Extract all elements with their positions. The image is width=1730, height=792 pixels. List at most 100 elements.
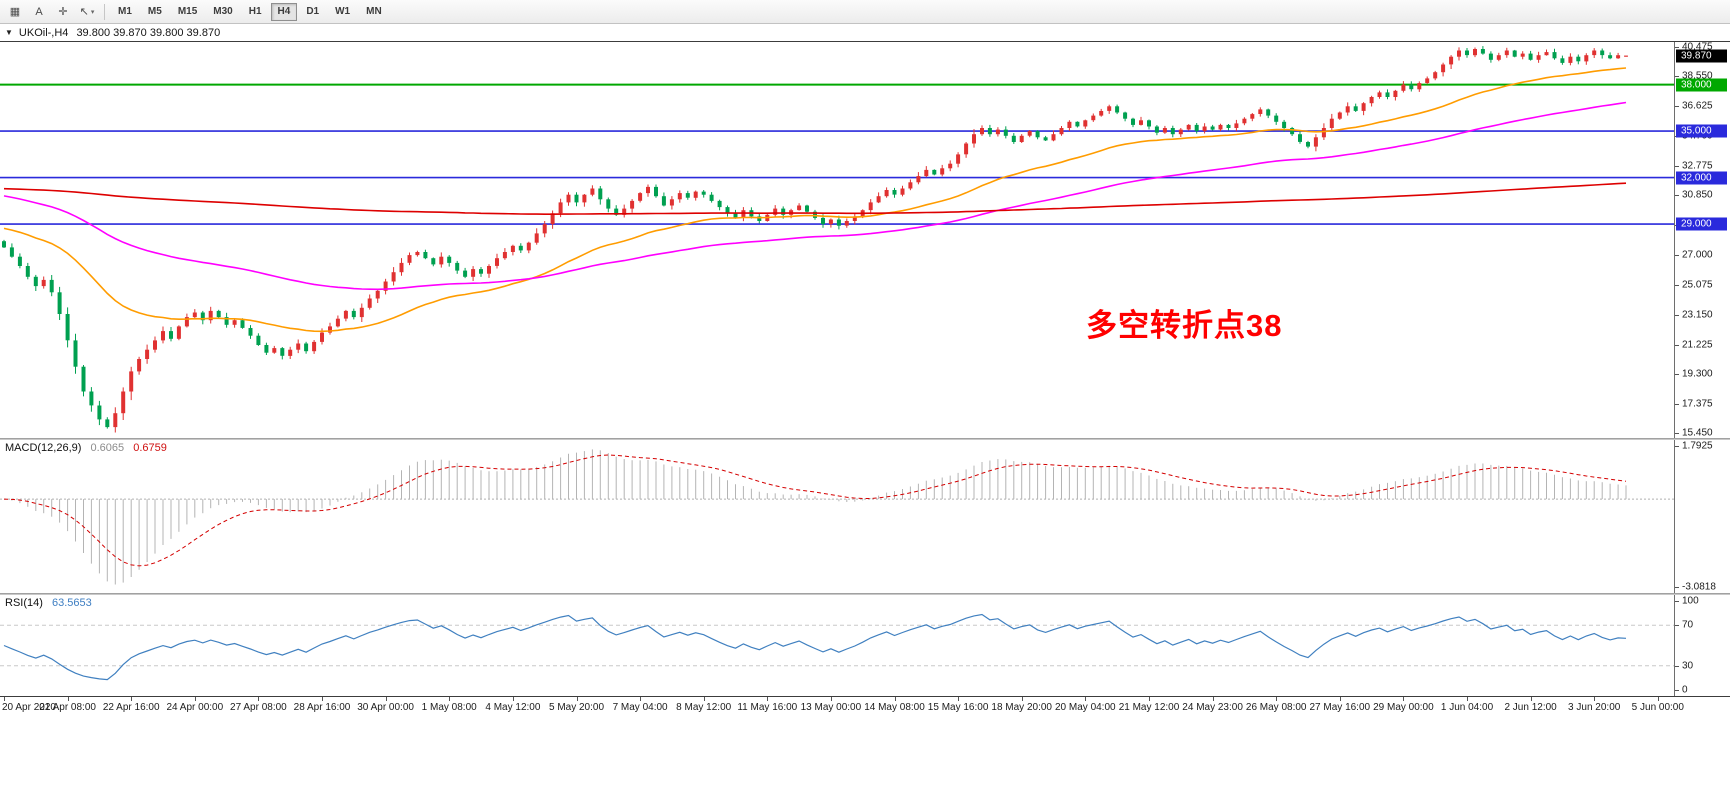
candle-body (622, 208, 627, 215)
candlestick-chart-svg[interactable] (0, 42, 1674, 438)
time-label: 20 Apr 2020 (2, 702, 56, 713)
rsi-line (3, 613, 1627, 681)
candle-body (431, 258, 436, 265)
time-label: 5 May 20:00 (548, 702, 605, 713)
candle-body (1616, 55, 1621, 59)
candle-body (1059, 128, 1064, 135)
candle-body (232, 320, 237, 325)
pane-splitter-rsi[interactable] (0, 593, 1730, 595)
timeframe-button-m15[interactable]: M15 (177, 6, 198, 17)
macd-chart-svg[interactable] (0, 440, 1674, 593)
chart-menu-triangle-icon[interactable]: ▼ (5, 28, 13, 37)
candle-body (439, 256, 444, 265)
dropdown-caret-icon: ▾ (90, 8, 95, 16)
candle-body (534, 233, 539, 243)
price-axis[interactable]: 40.47538.55036.62534.70032.77530.85028.9… (1674, 42, 1730, 439)
candle-body (161, 331, 165, 341)
candle-body (1512, 50, 1517, 57)
ma-line-mid-magenta (3, 101, 1627, 291)
price-tick-mark (1675, 47, 1679, 48)
candle-body (97, 405, 102, 420)
candle-body (566, 194, 571, 203)
price-tick-label: 19.300 (1682, 368, 1713, 380)
candlestick-plot-area[interactable]: 多空转折点38 (0, 42, 1674, 438)
candle-body (200, 312, 205, 321)
candle-body (1457, 50, 1461, 57)
time-tick-mark (1149, 697, 1150, 701)
timeframe-button-h4[interactable]: H4 (270, 2, 298, 21)
chart-annotation[interactable]: 多空转折点38 (1086, 308, 1283, 343)
candle-body (1154, 126, 1159, 133)
candle-body (1003, 129, 1008, 136)
candle-body (1417, 83, 1422, 90)
candle-body (89, 391, 94, 406)
timeframe-button-d1[interactable]: D1 (306, 6, 320, 17)
timeframe-button-mn[interactable]: MN (366, 6, 382, 17)
price-tick-label: 25.075 (1682, 279, 1713, 291)
candle-body (1608, 55, 1613, 59)
pane-splitter-macd[interactable] (0, 438, 1730, 440)
crosshair-tool-icon[interactable]: ✛ (58, 6, 68, 18)
candle-body (1401, 84, 1406, 91)
time-tick-mark (1276, 697, 1278, 701)
candle-body (980, 128, 984, 135)
price-tick-label: 38.550 (1682, 70, 1713, 82)
candle-body (932, 169, 937, 175)
candle-body (1504, 50, 1509, 56)
timeframe-button-m30[interactable]: M30 (213, 6, 233, 17)
candle-body (1496, 55, 1501, 60)
time-tick-mark (449, 697, 451, 701)
candle-body (1282, 121, 1287, 128)
time-tick-mark (1594, 697, 1596, 701)
rsi-axis[interactable]: 100 70 30 0 (1674, 595, 1730, 696)
time-label: 28 Apr 16:00 (293, 702, 351, 713)
draw-tools-icon[interactable]: ↖ ▾ (79, 6, 95, 18)
candle-body (1250, 114, 1255, 119)
price-tick-label: 30.850 (1682, 189, 1713, 201)
time-label: 27 May 16:00 (1309, 702, 1371, 713)
candle-body (272, 348, 277, 353)
macd-plot-area[interactable]: MACD(12,26,9) 0.6065 0.6759 (0, 440, 1674, 593)
toolbar-separator (104, 3, 105, 20)
ohlc-values-label: 39.800 39.870 39.800 39.870 (76, 26, 221, 39)
time-tick-mark (767, 697, 769, 701)
candle-body (105, 419, 110, 428)
candle-body (1162, 128, 1167, 133)
text-label-tool-icon[interactable]: A (35, 5, 43, 18)
macd-axis[interactable]: 1.7925 -3.0818 (1674, 440, 1730, 593)
candle-body (1624, 55, 1628, 57)
price-tick-mark (1675, 344, 1679, 346)
timeframe-button-w1[interactable]: W1 (335, 6, 351, 17)
price-tick-mark (1675, 165, 1679, 167)
candle-body (1465, 50, 1469, 56)
candle-body (1242, 118, 1247, 124)
grid-tool-icon[interactable]: ▦ (9, 6, 21, 18)
timeframe-button-h1[interactable]: H1 (248, 6, 262, 17)
candle-body (1584, 55, 1589, 62)
candle-body (1131, 118, 1135, 125)
price-tick-mark (1675, 404, 1679, 406)
rsi-chart-svg[interactable] (0, 595, 1674, 696)
candle-body (351, 310, 356, 318)
candle-body (868, 202, 873, 211)
time-tick-mark (4, 697, 5, 701)
price-tick-mark (1675, 314, 1679, 316)
candle-body (916, 176, 921, 183)
price-tick-mark (1675, 76, 1679, 78)
main-chart-pane: 多空转折点38 40.47538.55036.62534.70032.77530… (0, 42, 1730, 439)
time-axis[interactable]: 20 Apr 2020 21 Apr 08:00 22 Apr 16:00 24 Ap… (0, 696, 1730, 716)
rsi-plot-area[interactable]: RSI(14) 63.5653 (0, 595, 1674, 696)
timeframe-button-m1[interactable]: M1 (118, 6, 132, 17)
candle-body (383, 281, 388, 291)
macd-signal-line (3, 454, 1627, 567)
candle-body (455, 262, 460, 271)
candle-body (590, 188, 595, 195)
ma-line-slow-red (3, 182, 1627, 215)
candle-body (169, 331, 173, 339)
time-tick-mark (1212, 697, 1214, 701)
timeframe-button-m5[interactable]: M5 (147, 6, 162, 17)
candle-body (1306, 142, 1310, 147)
time-tick-mark (131, 697, 133, 701)
symbol-period-label: UKOil-,H4 (18, 26, 69, 39)
candle-body (81, 366, 86, 392)
